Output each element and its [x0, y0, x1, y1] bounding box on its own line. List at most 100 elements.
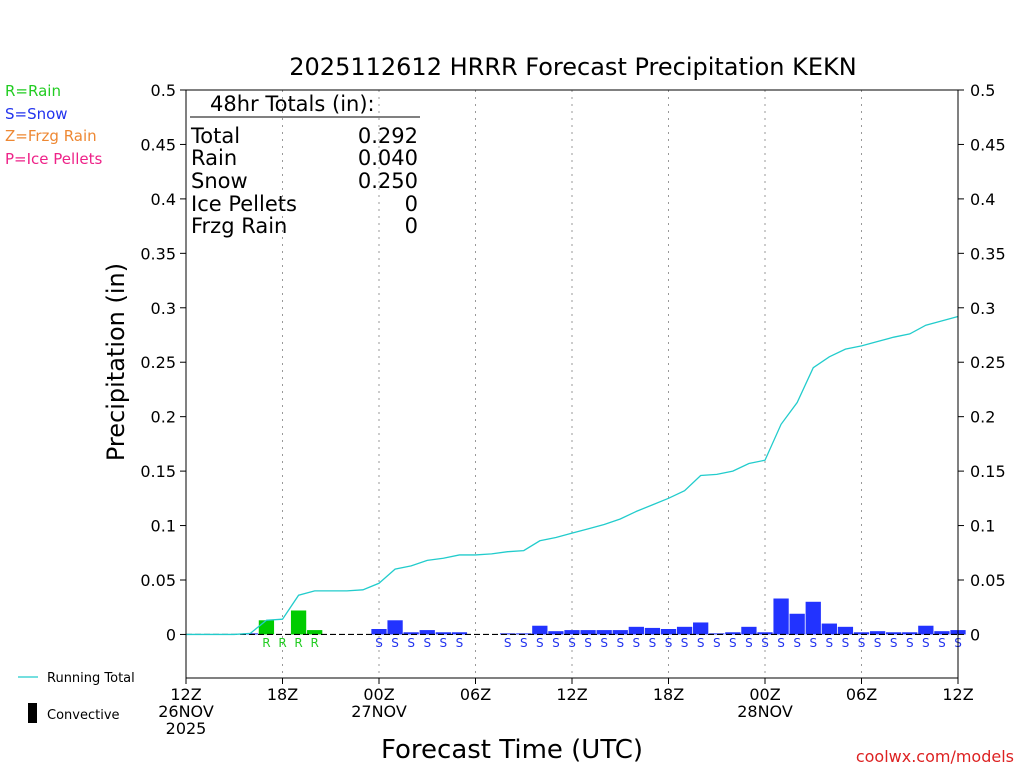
precip-type-letter: S [584, 636, 592, 650]
legend-freezing-rain: Z=Frzg Rain [5, 127, 97, 145]
precip-bar [596, 630, 612, 635]
precip-bar [290, 610, 307, 635]
totals-label-total: Total [190, 124, 240, 148]
x-tick-label: 00Z [749, 685, 780, 704]
precip-bar [902, 632, 918, 635]
x-axis-title: Forecast Time (UTC) [381, 735, 643, 765]
totals-box: 48hr Totals (in): Total 0.292 Rain 0.040… [190, 92, 420, 238]
x-tick-label: 12Z [942, 685, 973, 704]
precip-type-legend: R=Rain S=Snow Z=Frzg Rain P=Ice Pellets [5, 82, 102, 168]
precip-type-letter: S [906, 636, 914, 650]
totals-label-frzg-rain: Frzg Rain [191, 214, 287, 238]
x-tick-label: 28NOV [737, 702, 793, 721]
precip-type-letter: S [681, 636, 689, 650]
totals-label-snow: Snow [191, 169, 248, 193]
precip-bar [886, 632, 902, 635]
precip-type-letter: S [440, 636, 448, 650]
y-tick-label: 0.5 [151, 81, 176, 100]
precip-bar [644, 627, 661, 635]
precip-bar [580, 630, 596, 635]
y-tick-label-right: 0.35 [970, 244, 1006, 263]
y-tick-label: 0.25 [140, 353, 176, 372]
precip-bar [612, 630, 628, 635]
totals-value-ice-pellets: 0 [405, 192, 418, 216]
grid-lines [282, 90, 862, 678]
y-tick-label-right: 0.05 [970, 571, 1006, 590]
totals-value-total: 0.292 [358, 124, 418, 148]
precip-bar [628, 626, 644, 635]
y-tick-label: 0.3 [151, 299, 176, 318]
running-total-legend-label: Running Total [47, 671, 135, 686]
precip-type-letter: S [568, 636, 576, 650]
y-tick-label-right: 0.4 [970, 190, 995, 209]
chart-title: 2025112612 HRRR Forecast Precipitation K… [289, 53, 856, 81]
precip-type-letter: S [536, 636, 544, 650]
precip-bar [757, 632, 773, 635]
precip-bar [709, 633, 725, 635]
precip-type-letter: S [391, 636, 399, 650]
y-axis-title: Precipitation (in) [102, 263, 130, 461]
precip-type-letter: S [826, 636, 834, 650]
precip-type-letter: S [761, 636, 769, 650]
precip-type-letter: S [633, 636, 641, 650]
precip-bar [869, 631, 886, 635]
precip-bar [918, 625, 934, 635]
convective-legend-label: Convective [47, 708, 120, 723]
hourly-precip-bars [242, 598, 966, 635]
precip-type-letter: S [745, 636, 753, 650]
precip-bar [693, 622, 709, 635]
y-tick-label-right: 0.45 [970, 135, 1006, 154]
y-tick-label-right: 0 [970, 625, 980, 644]
precip-bar [660, 629, 677, 635]
running-total-line [186, 315, 959, 636]
precip-type-letter: S [793, 636, 801, 650]
precip-type-letter: S [665, 636, 673, 650]
x-tick-label: 00Z [363, 685, 394, 704]
y-tick-label-right: 0.2 [970, 408, 995, 427]
y-tick-label-right: 0.3 [970, 299, 995, 318]
x-tick-label: 06Z [460, 685, 491, 704]
precip-type-letter: S [456, 636, 464, 650]
precip-type-letter: S [375, 636, 383, 650]
precip-bar [258, 620, 275, 635]
y-tick-label: 0.45 [140, 135, 176, 154]
precip-bar [773, 598, 789, 635]
y-tick-label: 0.05 [140, 571, 176, 590]
precip-bar [387, 620, 403, 635]
precip-type-letter: S [600, 636, 608, 650]
legend-rain: R=Rain [5, 82, 61, 100]
credit-text: coolwx.com/models [856, 747, 1014, 766]
precip-bar [371, 629, 387, 635]
precip-type-letter: S [552, 636, 560, 650]
precip-type-letter: S [423, 636, 431, 650]
precip-type-letter: R [294, 636, 302, 650]
precip-bar [789, 613, 805, 635]
precip-bar [837, 626, 854, 635]
x-tick-label: 18Z [267, 685, 298, 704]
y-tick-label: 0.2 [151, 408, 176, 427]
precip-type-letter: S [858, 636, 866, 650]
precip-bar [725, 632, 741, 635]
precip-type-letter: S [842, 636, 850, 650]
precip-type-letter: S [809, 636, 817, 650]
precip-type-letter: S [520, 636, 528, 650]
precip-type-letter: S [922, 636, 930, 650]
precip-type-letter: S [777, 636, 785, 650]
precip-bar [307, 630, 323, 635]
legend-ice-pellets: P=Ice Pellets [5, 150, 102, 168]
totals-label-ice-pellets: Ice Pellets [191, 192, 297, 216]
y-axis-ticks: 0 00.05 0.050.1 0.10.15 0.150.2 0.20.25 0.250.… [140, 81, 1005, 644]
x-tick-label: 2025 [166, 719, 207, 738]
y-tick-label: 0 [166, 625, 176, 644]
precip-type-letter: S [504, 636, 512, 650]
y-tick-label-right: 0.5 [970, 81, 995, 100]
x-tick-label: 06Z [846, 685, 877, 704]
precip-type-letter: S [616, 636, 624, 650]
precip-bar [853, 632, 870, 635]
precip-type-letter: S [713, 636, 721, 650]
precip-type-letter: R [262, 636, 270, 650]
precip-bar [419, 630, 435, 635]
precip-bar [564, 630, 580, 635]
y-tick-label: 0.1 [151, 517, 176, 536]
